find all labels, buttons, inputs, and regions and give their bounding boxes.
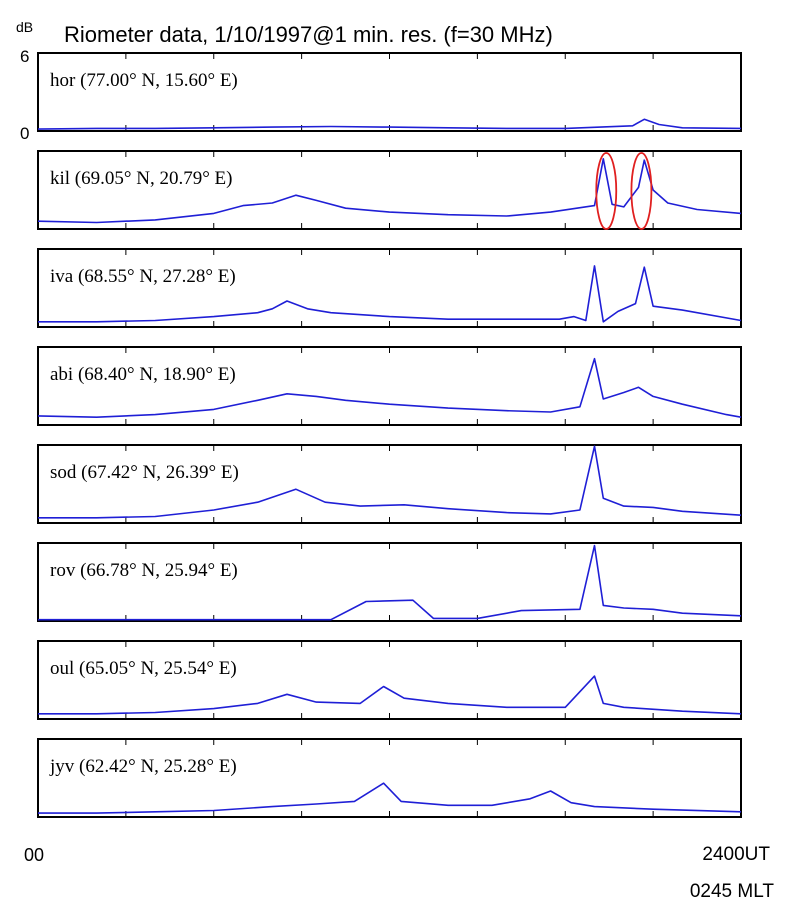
panel-frame — [37, 52, 742, 132]
series-line — [37, 158, 742, 224]
panel-station-label: iva (68.55° N, 27.28° E) — [50, 266, 236, 287]
series-line — [38, 544, 742, 621]
y-tick-label-min: 0 — [20, 124, 29, 143]
panel-frame — [37, 444, 742, 524]
highlight-ellipse — [595, 152, 618, 230]
series-line — [38, 782, 742, 814]
x-start-label: 00 — [24, 845, 44, 865]
panels-group: hor (77.00° N, 15.60° E) kil (69.05° N, 2… — [37, 52, 742, 818]
x-end-label-mlt: 0245 MLT — [690, 881, 775, 902]
panel-frame — [37, 738, 742, 818]
panel-frame — [37, 346, 742, 426]
series-line — [38, 265, 742, 323]
series-line — [37, 118, 742, 130]
panel-station-label: kil (69.05° N, 20.79° E) — [50, 168, 233, 189]
series-line — [37, 357, 742, 418]
series-line — [38, 445, 742, 519]
panel-station-label: oul (65.05° N, 25.54° E) — [50, 658, 237, 679]
panel-station-label: sod (67.42° N, 26.39° E) — [50, 462, 239, 483]
y-tick-label-max: 6 — [20, 47, 29, 66]
chart-title: Riometer data, 1/10/1997@1 min. res. (f=… — [64, 22, 553, 47]
series-line — [38, 675, 742, 715]
panel-station-label: jyv (62.42° N, 25.28° E) — [49, 756, 237, 777]
panel-station-label: rov (66.78° N, 25.94° E) — [50, 560, 238, 581]
highlight-ellipse — [630, 152, 653, 230]
y-axis-label: dB — [16, 19, 33, 35]
x-end-label-ut: 2400UT — [702, 844, 770, 865]
panel-frame — [37, 248, 742, 328]
panel-station-label: hor (77.00° N, 15.60° E) — [50, 70, 238, 91]
panel-station-label: abi (68.40° N, 18.90° E) — [50, 364, 236, 385]
